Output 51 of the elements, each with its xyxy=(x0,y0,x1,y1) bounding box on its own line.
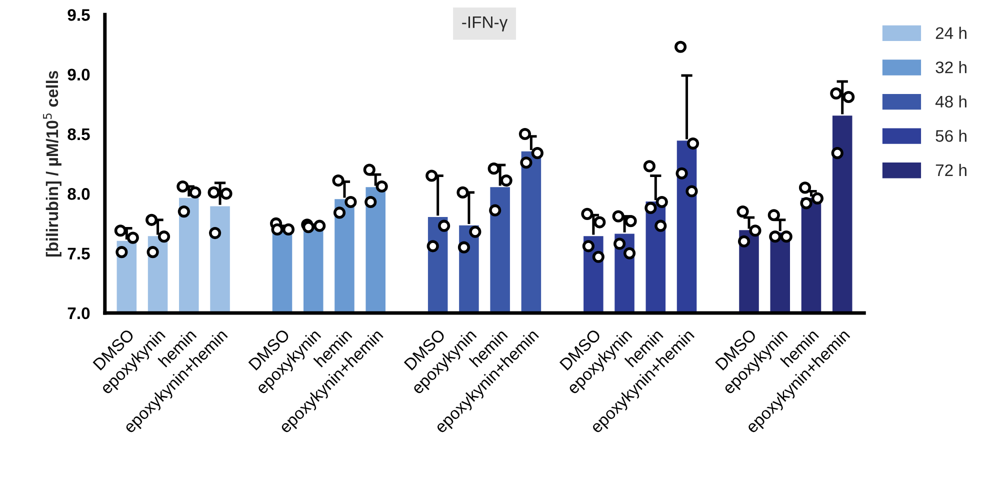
point xyxy=(769,230,782,243)
y-tick-label: 9.0 xyxy=(68,68,90,81)
point xyxy=(114,224,126,237)
point xyxy=(738,235,750,248)
point xyxy=(488,162,500,175)
y-tick-label: 8.5 xyxy=(68,128,90,140)
point xyxy=(798,182,812,194)
point xyxy=(830,87,842,100)
y-tick-label: 8.0 xyxy=(68,188,90,200)
point xyxy=(489,204,502,216)
point xyxy=(426,240,439,252)
point xyxy=(178,205,190,218)
y-axis-title: [bilirubin] / µM/10$^{5}$ cells xyxy=(43,70,62,256)
point xyxy=(614,238,626,250)
point xyxy=(364,196,377,208)
point xyxy=(831,147,844,160)
point xyxy=(302,221,314,234)
point xyxy=(581,208,594,220)
point xyxy=(363,164,376,176)
chart-title: -IFN-γ xyxy=(462,16,508,32)
point xyxy=(116,246,128,258)
point xyxy=(643,160,656,172)
point xyxy=(176,180,189,193)
point xyxy=(736,205,749,218)
point xyxy=(146,214,158,226)
point xyxy=(768,209,780,222)
legend-label: 32 h xyxy=(936,61,966,74)
legend-label: 24 h xyxy=(936,26,966,39)
point xyxy=(800,197,812,210)
point xyxy=(674,40,687,53)
y-tick-label: 9.5 xyxy=(68,9,90,21)
point xyxy=(271,223,284,236)
legend-label: 56 h xyxy=(936,130,966,142)
legend-label: 72 h xyxy=(936,164,966,176)
point xyxy=(209,226,222,240)
point xyxy=(518,128,532,140)
y-tick-label: 7.5 xyxy=(68,248,90,260)
point xyxy=(612,210,624,222)
y-tick-label: 7.0 xyxy=(68,307,90,320)
point xyxy=(426,170,438,182)
point xyxy=(582,240,594,252)
point xyxy=(458,241,470,254)
legend-label: 48 h xyxy=(935,95,966,108)
point xyxy=(208,186,220,198)
point xyxy=(520,156,532,169)
point xyxy=(644,202,657,214)
point xyxy=(333,206,346,219)
point xyxy=(456,186,469,198)
point xyxy=(676,167,688,180)
point xyxy=(146,246,159,258)
point xyxy=(332,174,344,187)
